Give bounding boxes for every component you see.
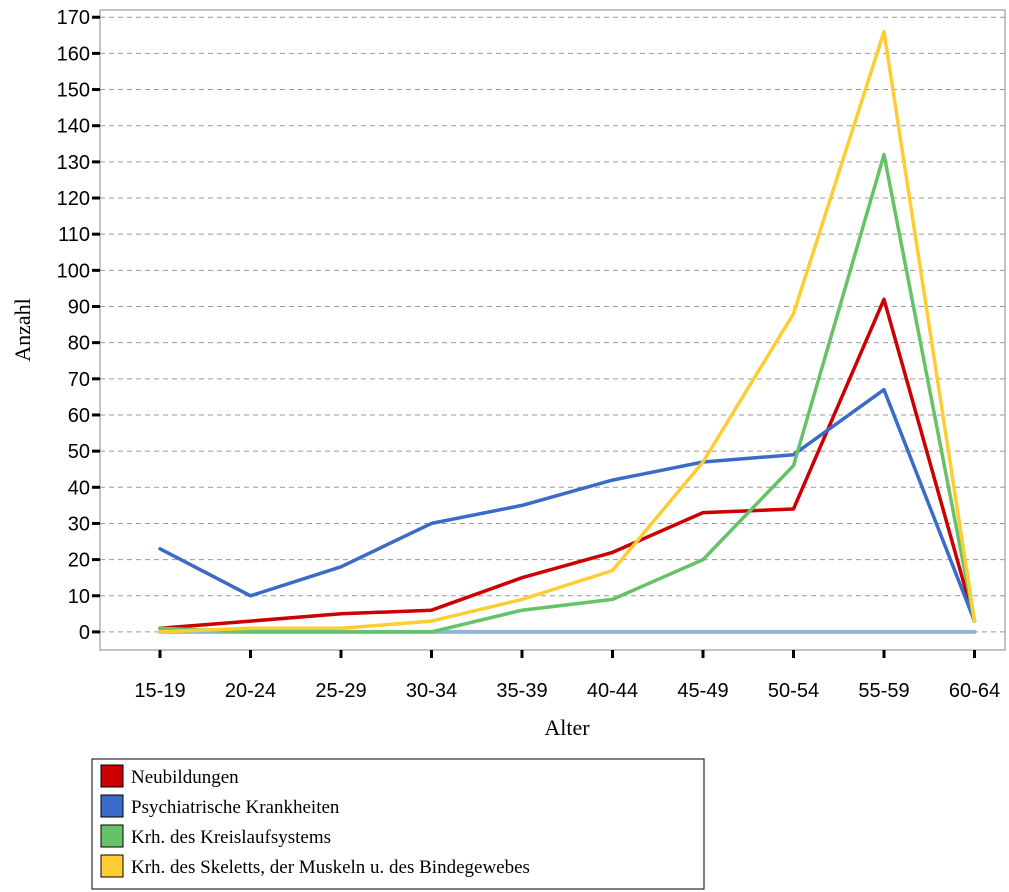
series-lines	[158, 29, 977, 634]
y-tick-label: 170	[57, 7, 90, 29]
y-tick-label: 20	[68, 550, 90, 572]
y-tick-label: 150	[57, 80, 90, 102]
legend-label: Neubildungen	[131, 767, 239, 788]
legend-box	[91, 758, 705, 890]
y-tick-label: 50	[68, 441, 90, 463]
x-tick-label: 40-44	[587, 680, 638, 702]
y-tick-label: 90	[68, 296, 90, 318]
y-tick-label: 80	[68, 333, 90, 355]
plot-area	[99, 9, 1006, 651]
x-tick-label: 15-19	[134, 680, 185, 702]
x-axis-title: Alter	[544, 715, 590, 740]
series-line-3	[158, 152, 977, 634]
legend: Neubildungen Psychiatrische Krankheiten Kr…	[91, 758, 705, 890]
x-tick-label: 35-39	[496, 680, 547, 702]
legend-swatch	[100, 764, 124, 788]
y-tick-label: 60	[68, 405, 90, 427]
legend-label: Krh. des Skeletts, der Muskeln u. des Bi…	[131, 857, 530, 878]
y-tick-label: 130	[57, 152, 90, 174]
y-tick-label: 40	[68, 477, 90, 499]
x-tick-label: 30-34	[406, 680, 457, 702]
x-tick-label: 20-24	[225, 680, 276, 702]
y-tick-label: 120	[57, 188, 90, 210]
legend-swatch	[100, 854, 124, 878]
y-axis-title: Anzahl	[10, 298, 35, 362]
y-tick-label: 100	[57, 260, 90, 282]
legend-swatch	[100, 824, 124, 848]
legend-label: Krh. des Kreislaufsystems	[131, 827, 331, 848]
legend-label: Psychiatrische Krankheiten	[131, 797, 340, 818]
y-tick-label: 160	[57, 43, 90, 65]
x-tick-label: 55-59	[858, 680, 909, 702]
x-tick-label: 45-49	[677, 680, 728, 702]
y-tick-label: 140	[57, 116, 90, 138]
x-tick-label: 25-29	[315, 680, 366, 702]
y-tick-label: 10	[68, 586, 90, 608]
y-tick-label: 0	[79, 622, 90, 644]
x-tick-label: 50-54	[768, 680, 819, 702]
y-axis: 0 10 20 30 40 50 60 70 80 90 100 110 120 130 140 150 160…	[57, 7, 100, 644]
y-tick-label: 110	[58, 224, 90, 246]
x-tick-label: 60-64	[949, 680, 1000, 702]
series-line-4	[158, 29, 977, 634]
legend-swatch	[100, 794, 124, 818]
x-axis: 15-19 20-24 25-29 30-34 35-39 40-44 45-49 50-54…	[134, 650, 1000, 702]
series-line-2	[158, 387, 977, 623]
series-line-1	[158, 297, 977, 631]
y-tick-label: 70	[68, 369, 90, 391]
y-tick-label: 30	[68, 513, 90, 535]
